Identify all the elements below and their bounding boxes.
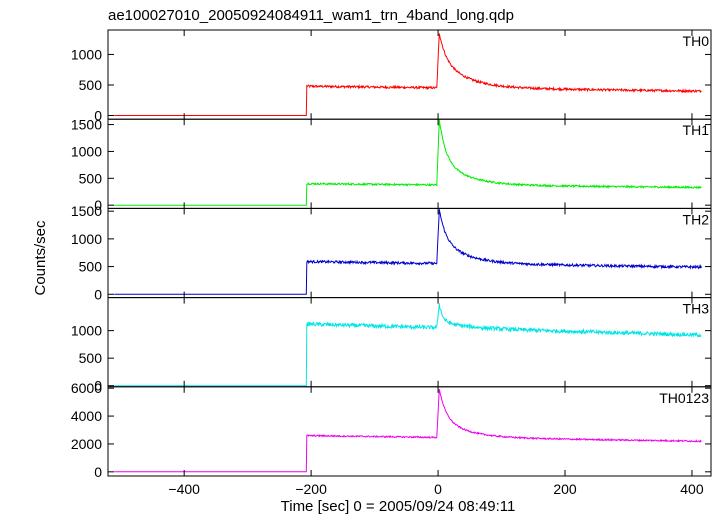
x-axis-label: Time [sec] 0 = 2005/09/24 08:49:11	[281, 498, 516, 515]
y-tick-label: 0	[94, 378, 102, 394]
x-tick-label: −200	[295, 481, 327, 497]
y-tick-label: 0	[94, 286, 102, 302]
panel-label: TH3	[683, 301, 710, 317]
series-line-th1	[114, 119, 702, 206]
y-tick-label: 1000	[71, 323, 102, 339]
panel-frame	[107, 297, 712, 388]
y-tick-label: 6000	[71, 380, 102, 396]
panel-th0123: 0 2000 4000 6000 TH0123	[71, 380, 712, 480]
panel-frame	[107, 207, 712, 299]
series-line-th0123	[114, 389, 702, 473]
x-tick-label: 200	[553, 481, 577, 497]
panel-th3: 0 500 1000 TH3	[71, 297, 712, 394]
y-tick-label: 1500	[71, 117, 102, 133]
y-tick-label: 500	[79, 77, 103, 93]
panel-th0: 0 500 1000 TH0	[71, 29, 712, 124]
y-tick-label: 500	[79, 259, 103, 275]
y-tick-label: 1500	[71, 203, 102, 219]
y-tick-label: 2000	[71, 436, 102, 452]
y-tick-label: 500	[79, 170, 103, 186]
y-tick-label: 0	[94, 197, 102, 213]
x-tick-label: 0	[434, 481, 442, 497]
panel-th2: 0 500 1000 1500 TH2	[71, 203, 712, 302]
panel-frame	[107, 118, 712, 209]
panel-label: TH2	[683, 211, 710, 227]
y-tick-label: 0	[94, 108, 102, 124]
x-tick-label: −400	[168, 481, 200, 497]
y-tick-label: 500	[79, 350, 103, 366]
y-tick-label: 1000	[71, 46, 102, 62]
panel-label: TH1	[683, 122, 710, 138]
y-axis-label: Counts/sec	[32, 220, 49, 296]
y-tick-label: 1000	[71, 143, 102, 159]
panel-frame	[107, 386, 712, 477]
y-tick-label: 0	[94, 464, 102, 480]
panel-label: TH0	[683, 33, 710, 49]
series-line-th0	[114, 33, 702, 116]
panel-label: TH0123	[659, 390, 709, 406]
x-tick-label: 400	[680, 481, 704, 497]
series-line-th2	[114, 209, 702, 295]
chart-title: ae100027010_20050924084911_wam1_trn_4ban…	[108, 7, 514, 24]
panels: 0 500 1000 TH0 0 500 1000 1500 TH1 0 500 1000 1500 TH…	[71, 29, 712, 497]
y-tick-label: 4000	[71, 408, 102, 424]
series-line-th3	[114, 303, 702, 387]
panel-frame	[107, 29, 712, 120]
y-tick-label: 1000	[71, 231, 102, 247]
panel-th1: 0 500 1000 1500 TH1	[71, 117, 712, 213]
